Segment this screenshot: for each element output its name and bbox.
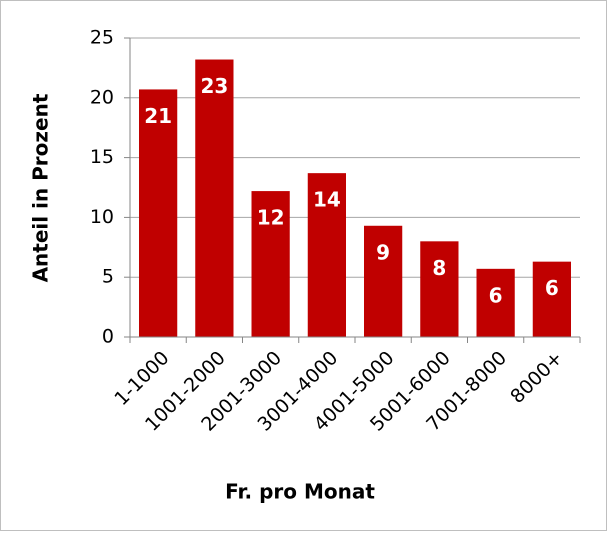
data-label: 6 (489, 283, 503, 307)
y-axis-title: Anteil in Prozent (29, 93, 53, 282)
y-tick-label: 20 (90, 86, 114, 108)
data-label: 14 (313, 188, 341, 212)
y-tick-label: 0 (102, 326, 114, 348)
y-tick-label: 15 (90, 146, 114, 168)
bar (307, 173, 346, 337)
bar (195, 59, 234, 337)
data-label: 21 (144, 104, 172, 128)
bar (139, 89, 178, 337)
y-tick-label: 10 (90, 206, 114, 228)
y-tick-label: 5 (102, 266, 114, 288)
data-label: 12 (257, 206, 285, 230)
data-label: 8 (432, 256, 446, 280)
bar (532, 261, 571, 337)
data-label: 6 (545, 276, 559, 300)
bar (476, 268, 515, 337)
x-axis-title: Fr. pro Monat (225, 480, 375, 504)
bar (420, 241, 459, 337)
bar (364, 225, 403, 337)
y-tick-label: 25 (90, 27, 114, 49)
data-label: 23 (200, 74, 228, 98)
data-label: 9 (376, 240, 390, 264)
bar (251, 191, 290, 337)
